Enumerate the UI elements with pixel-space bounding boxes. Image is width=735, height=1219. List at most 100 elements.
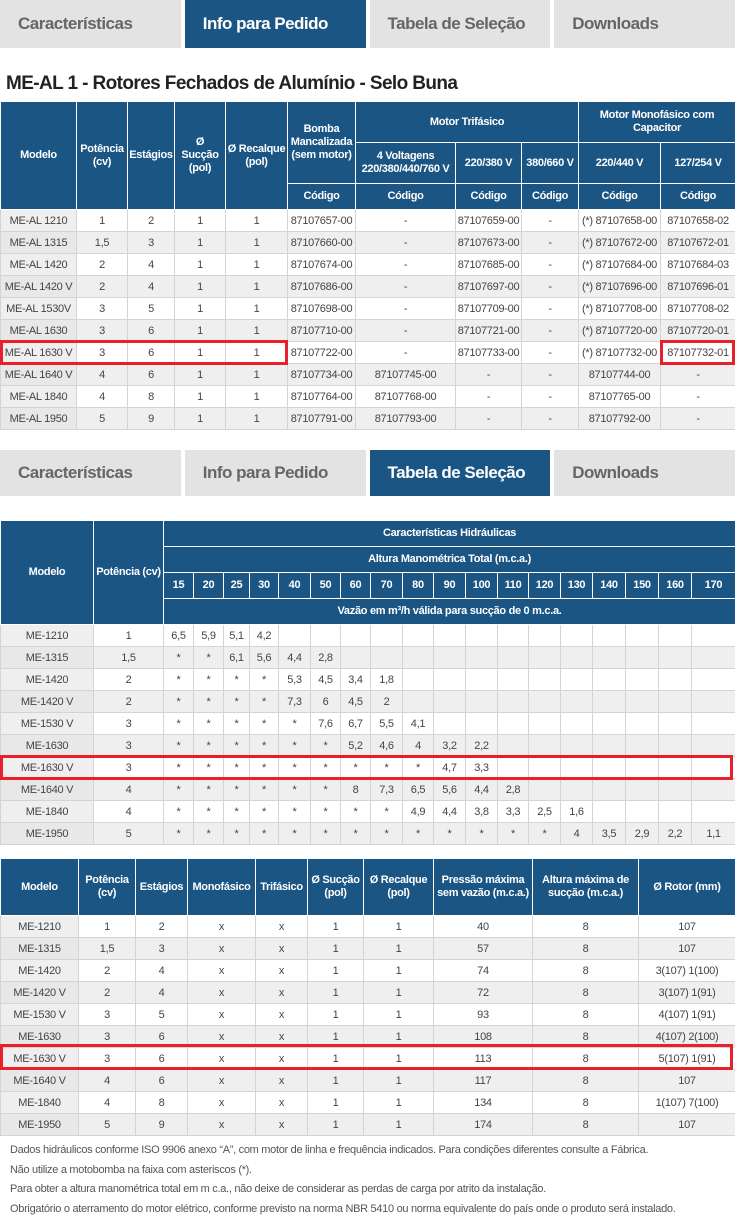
spec-table: Modelo Potência (cv) Estágios Monofásico Tri… [0, 858, 735, 1136]
model-cell: ME-1640 V [0, 778, 94, 801]
col-header: Potência (cv) [78, 858, 136, 916]
flow-cell: * [223, 734, 250, 757]
col-height: 80 [402, 572, 434, 599]
flow-cell: 4,2 [249, 624, 279, 647]
table-cell: 2 [78, 981, 136, 1004]
flow-cell: * [497, 822, 529, 845]
table-cell: 1 [307, 937, 364, 960]
flow-cell [433, 690, 466, 713]
flow-cell [528, 734, 561, 757]
table-cell: 87107733-00 [455, 341, 522, 364]
flow-cell: 3,3 [465, 756, 498, 779]
flow-cell [370, 624, 403, 647]
table-cell: x [187, 959, 256, 982]
table-cell: x [187, 1047, 256, 1070]
table-cell: 1 [174, 231, 226, 254]
table-cell: 8 [532, 1047, 639, 1070]
flow-cell: * [278, 734, 311, 757]
table-cell: 6 [127, 341, 175, 364]
flow-cell [690, 712, 735, 735]
flow-cell [625, 778, 659, 801]
table-cell: 2 [78, 959, 136, 982]
table-cell: 1 [78, 915, 136, 938]
flow-cell: * [370, 822, 403, 845]
flow-cell [658, 712, 692, 735]
table-cell: 9 [135, 1113, 188, 1136]
table-cell: 87107685-00 [455, 253, 522, 276]
table-cell: 8 [532, 1003, 639, 1026]
tab-caracteristicas[interactable]: Características [0, 450, 181, 496]
tab-downloads[interactable]: Downloads [554, 0, 735, 48]
col-127-254: 127/254 V [660, 142, 735, 184]
flow-cell: * [193, 800, 224, 823]
flow-cell [592, 668, 626, 691]
flow-cell [497, 646, 529, 669]
table-row: ME-1630 V 3 6 x x 1 1 113 8 5(107) 1(91) [0, 1047, 735, 1070]
model-cell: ME-1420 V [0, 981, 79, 1004]
table-cell: 1 [76, 209, 128, 232]
table-cell: 5(107) 1(91) [638, 1047, 735, 1070]
flow-cell: * [278, 778, 311, 801]
flow-cell [625, 756, 659, 779]
model-cell: ME-1210 [0, 624, 94, 647]
table-cell: - [660, 407, 735, 430]
table-cell: 1 [225, 231, 288, 254]
col-header: Trifásico [255, 858, 308, 916]
table-cell: 1,5 [76, 231, 128, 254]
table-cell: 3 [78, 1003, 136, 1026]
flow-cell: * [163, 778, 194, 801]
table-cell: (*) 87107732-00 [578, 341, 661, 364]
flow-cell [658, 646, 692, 669]
tab-downloads[interactable]: Downloads [554, 450, 735, 496]
table-cell: 87107674-00 [287, 253, 356, 276]
model-cell: ME-AL 1530V [0, 297, 77, 320]
tab-info-para-pedido[interactable]: Info para Pedido [184, 450, 366, 496]
flow-cell: * [163, 800, 194, 823]
table-cell: 1 [363, 1069, 434, 1092]
table-row: ME-1950 5 9 x x 1 1 174 8 107 [0, 1113, 735, 1136]
model-cell: ME-AL 1950 [0, 407, 77, 430]
table-cell: 1,5 [78, 937, 136, 960]
col-codigo: Código [578, 183, 661, 210]
flow-cell: * [249, 756, 279, 779]
table-row: ME-1640 V 4 * * * * * * 8 7,3 6,5 5,6 4,4 2,8 [0, 778, 735, 801]
flow-cell [370, 646, 403, 669]
table-cell: 93 [433, 1003, 533, 1026]
col-height: 150 [625, 572, 659, 599]
col-380-660: 380/660 V [521, 142, 579, 184]
flow-cell: 4,1 [402, 712, 434, 735]
flow-cell [592, 734, 626, 757]
flow-cell [433, 646, 466, 669]
table-row: ME-AL 1840 4 8 1 1 87107764-00 87107768-00- -87… [0, 385, 735, 408]
table-cell: 4 [76, 363, 128, 386]
table-cell: x [255, 1069, 308, 1092]
flow-cell: * [278, 712, 311, 735]
table-cell: 134 [433, 1091, 533, 1114]
footnote: Obrigatório o aterramento do motor elétr… [10, 1202, 676, 1215]
flow-cell: 5,9 [193, 624, 224, 647]
table-row: ME-1840 4 8 x x 1 1 134 8 1(107) 7(100) [0, 1091, 735, 1114]
table-cell: - [355, 209, 456, 232]
table-row: ME-1420 2 * * * * 5,3 4,5 3,4 1,8 [0, 668, 735, 691]
col-codigo: Código [660, 183, 735, 210]
table-cell: 3 [76, 297, 128, 320]
table-cell: x [187, 981, 256, 1004]
tab-tabela-de-selecao[interactable]: Tabela de Seleção [369, 0, 551, 48]
table-cell: 117 [433, 1069, 533, 1092]
table-cell: x [255, 915, 308, 938]
table-cell: 107 [638, 915, 735, 938]
model-cell: ME-AL 1210 [0, 209, 77, 232]
flow-cell: * [249, 822, 279, 845]
table-row: ME-1630 V 3 * * * * * * * * * 4,7 3,3 [0, 756, 735, 779]
tab-info-para-pedido[interactable]: Info para Pedido [184, 0, 366, 48]
tab-bar-top: Características Info para Pedido Tabela de… [0, 0, 735, 48]
flow-cell: 4 [560, 822, 593, 845]
model-cell: ME-1640 V [0, 1069, 79, 1092]
table-cell: 6 [135, 1069, 188, 1092]
tab-tabela-de-selecao[interactable]: Tabela de Seleção [369, 450, 551, 496]
model-cell: ME-AL 1840 [0, 385, 77, 408]
flow-cell [592, 756, 626, 779]
flow-cell [592, 778, 626, 801]
flow-cell [625, 712, 659, 735]
tab-caracteristicas[interactable]: Características [0, 0, 181, 48]
